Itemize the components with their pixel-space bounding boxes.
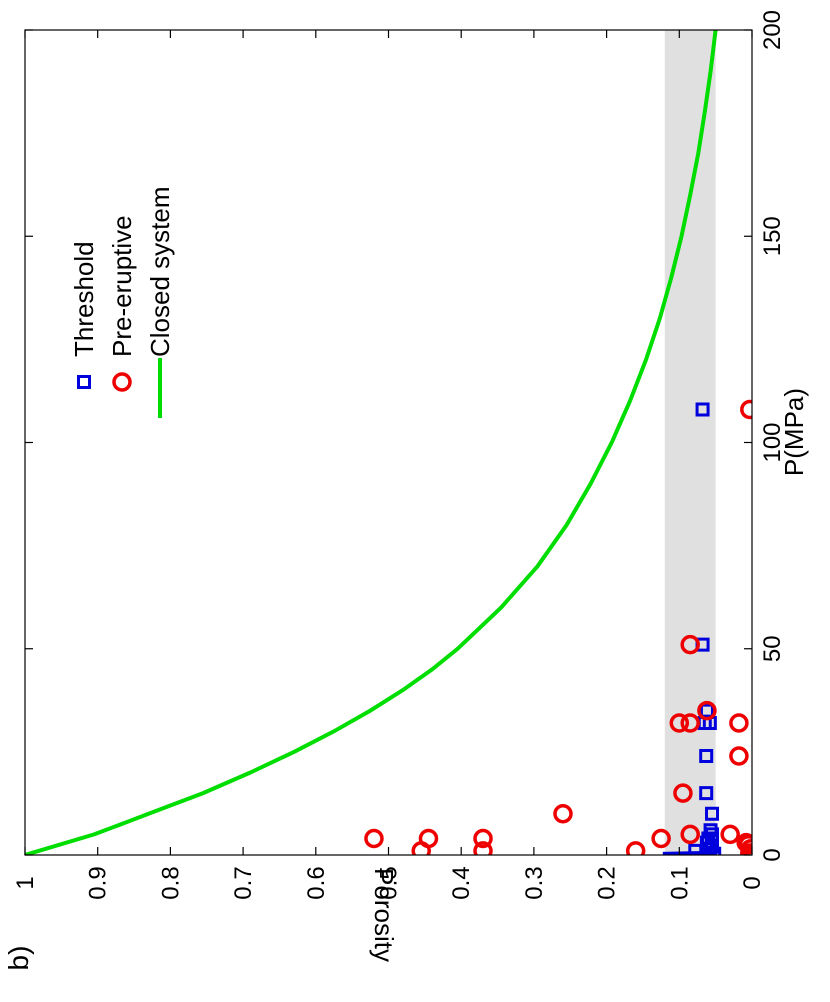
porosity-tick-label: 0.4 [448, 866, 475, 899]
legend-pre-eruptive-symbol [112, 372, 132, 392]
threshold-point [695, 402, 710, 417]
pre-eruptive-point [680, 713, 700, 733]
porosity-axis: 0 0.1 0.2 0.3 0.4 0.5 0.6 0.7 0.8 0.9 1 [12, 30, 766, 900]
threshold-point [705, 806, 720, 821]
porosity-tick-label: 0 [739, 876, 766, 889]
pressure-axis: 0 50 100 150 200 [25, 10, 786, 862]
porosity-tick-label: 0.7 [230, 866, 257, 899]
pre-eruptive-point [697, 700, 717, 721]
porosity-tick-label: 0.1 [666, 866, 693, 899]
pressure-tick-label: 100 [759, 422, 786, 462]
pre-eruptive-point [673, 783, 693, 803]
pre-eruptive-point [651, 828, 671, 849]
legend-label: Pre-eruptive [107, 215, 137, 357]
pre-eruptive-point [729, 713, 749, 733]
pre-eruptive-point [473, 841, 493, 855]
pre-eruptive-point [473, 828, 493, 849]
legend: Threshold Pre-eruptive Closed system [69, 187, 175, 418]
pre-eruptive-point [411, 841, 431, 855]
pre-eruptive-point [669, 713, 690, 733]
porosity-tick-label: 0.8 [157, 866, 184, 899]
threshold-point [699, 786, 714, 801]
pressure-tick-label: 200 [759, 10, 786, 50]
pre-eruptive-point [625, 841, 646, 855]
legend-label: Threshold [69, 241, 99, 357]
pre-eruptive-point [738, 834, 752, 855]
x-axis-label: P(MPa) [779, 388, 809, 476]
pre-eruptive-point [680, 824, 700, 845]
pre-eruptive-point [364, 828, 384, 849]
data-marks [25, 30, 752, 855]
threshold-point [699, 749, 714, 763]
legend-threshold-symbol [77, 375, 91, 389]
pressure-tick-label: 50 [759, 635, 786, 662]
threshold-line [662, 834, 714, 855]
pre-eruptive-point [720, 824, 740, 845]
closed-system-line [25, 30, 718, 855]
porosity-tick-label: 0.3 [521, 866, 548, 899]
panel-label: b) [3, 946, 34, 971]
pre-eruptive-point [553, 804, 573, 824]
threshold-point [688, 843, 703, 855]
legend-label: Closed system [145, 187, 175, 358]
porosity-tick-label: 0.2 [594, 866, 621, 899]
pre-eruptive-point [729, 746, 749, 766]
pre-eruptive-point [680, 634, 700, 655]
plot-area: 0 0.1 0.2 0.3 0.4 0.5 0.6 0.7 0.8 0.9 1 0 50 100 150 2… [12, 10, 786, 900]
pre-eruptive-point [740, 399, 752, 420]
pressure-tick-label: 0 [759, 848, 786, 861]
series-group [25, 30, 752, 855]
porosity-tick-label: 1 [12, 876, 39, 889]
y-axis-label: Porosity [369, 868, 399, 962]
pressure-tick-label: 150 [759, 216, 786, 256]
porosity-tick-label: 0.5 [376, 866, 403, 899]
porosity-tick-label: 0.9 [85, 866, 112, 899]
plot-frame [24, 29, 753, 856]
porosity-tick-label: 0.6 [303, 866, 330, 899]
